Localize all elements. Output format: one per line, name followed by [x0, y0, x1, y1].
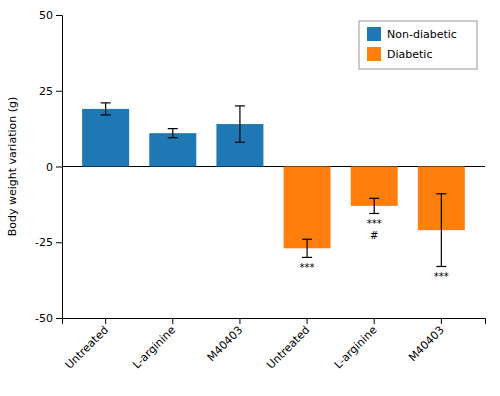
chart-container: -50-2502550UntreatedL-arginineM40403Untr… [0, 0, 500, 396]
y-axis-title: Body weight variation (g) [6, 97, 19, 237]
error-bar [101, 103, 111, 115]
error-bar [369, 198, 379, 213]
annotation: ***# [367, 218, 382, 241]
error-bar-cap [436, 193, 446, 194]
bar-series [82, 103, 263, 167]
legend: Non-diabetic Diabetic [359, 21, 477, 69]
x-tick-label: L-arginine [130, 323, 178, 371]
y-tick-mark [56, 167, 62, 168]
x-tick-mark [239, 318, 240, 324]
y-tick-label: 25 [39, 85, 53, 98]
error-bar [168, 129, 178, 138]
chart-svg: -50-2502550UntreatedL-arginineM40403Untr… [0, 0, 500, 396]
error-bar-cap [101, 102, 111, 103]
bar-series [284, 167, 465, 267]
x-tick: M40403 [406, 318, 447, 364]
error-bar [302, 239, 312, 257]
error-bar-cap [168, 128, 178, 129]
x-axis: Untreated L-arginine M40403 Untreated L-argi… [63, 318, 486, 372]
annotations: ******#*** [300, 218, 449, 282]
x-tick-mark [105, 318, 106, 324]
x-tick-label: Untreated [63, 324, 111, 372]
error-bar [436, 194, 446, 267]
x-tick-mark [374, 318, 375, 324]
y-tick-label: 0 [46, 161, 53, 174]
legend-item: Non-diabetic [367, 27, 457, 41]
error-bar-cap [235, 105, 245, 106]
error-bar-cap [369, 198, 379, 199]
error-bar [235, 106, 245, 142]
annotation-line: # [370, 230, 378, 241]
error-bar-cap [369, 213, 379, 214]
y-tick-mark [56, 318, 62, 319]
annotation: *** [300, 262, 315, 273]
y-tick-label: 50 [39, 9, 53, 22]
legend-swatch [367, 47, 381, 61]
x-tick-mark [441, 318, 442, 324]
y-tick-label: -25 [35, 236, 53, 249]
legend-frame [359, 21, 477, 69]
error-bar-cap [302, 239, 312, 240]
y-tick: -25 [35, 236, 62, 249]
bar [82, 109, 129, 167]
y-axis-line [56, 16, 63, 319]
x-tick: L-arginine [130, 318, 178, 371]
x-tick-mark [172, 318, 173, 324]
x-tick-mark [307, 318, 308, 324]
legend-item: Diabetic [367, 47, 432, 61]
y-tick-mark [56, 15, 62, 16]
y-tick-mark [56, 91, 62, 92]
bar [284, 167, 331, 249]
error-bar-stem [374, 198, 375, 213]
x-tick-label: Untreated [264, 324, 312, 372]
marks [62, 103, 485, 267]
x-tick: L-arginine [332, 318, 380, 371]
x-tick-label: M40403 [406, 324, 447, 365]
y-tick-mark [56, 242, 62, 243]
y-tick: 0 [46, 161, 62, 174]
error-bar-cap [235, 142, 245, 143]
error-bar-cap [168, 137, 178, 138]
x-tick: Untreated [264, 318, 312, 372]
x-tick-label: L-arginine [332, 323, 380, 371]
y-tick-label: -50 [35, 312, 53, 325]
x-tick: M40403 [205, 318, 246, 364]
y-tick: 25 [39, 85, 62, 98]
y-axis: -50 -25 0 25 50 [35, 9, 62, 325]
legend-label: Diabetic [387, 48, 432, 61]
error-bar-cap [101, 114, 111, 115]
error-bar-stem [239, 106, 240, 142]
annotation-line: *** [367, 218, 382, 229]
error-bar-cap [436, 266, 446, 267]
error-bar-stem [306, 239, 307, 257]
plot-area: -50-2502550UntreatedL-arginineM40403Untr… [35, 9, 485, 372]
x-tick: Untreated [63, 318, 111, 372]
legend-label: Non-diabetic [387, 28, 457, 41]
error-bar-stem [105, 103, 106, 115]
error-bar-stem [441, 194, 442, 267]
x-tick-label: M40403 [205, 324, 246, 365]
y-tick: -50 [35, 312, 62, 325]
x-axis-line [63, 319, 486, 325]
error-bar-cap [302, 257, 312, 258]
y-tick: 50 [39, 9, 62, 22]
annotation: *** [434, 271, 449, 282]
annotation-line: *** [300, 262, 315, 273]
error-bar-stem [172, 129, 173, 138]
annotation-line: *** [434, 271, 449, 282]
bar [149, 133, 196, 166]
legend-swatch [367, 27, 381, 41]
